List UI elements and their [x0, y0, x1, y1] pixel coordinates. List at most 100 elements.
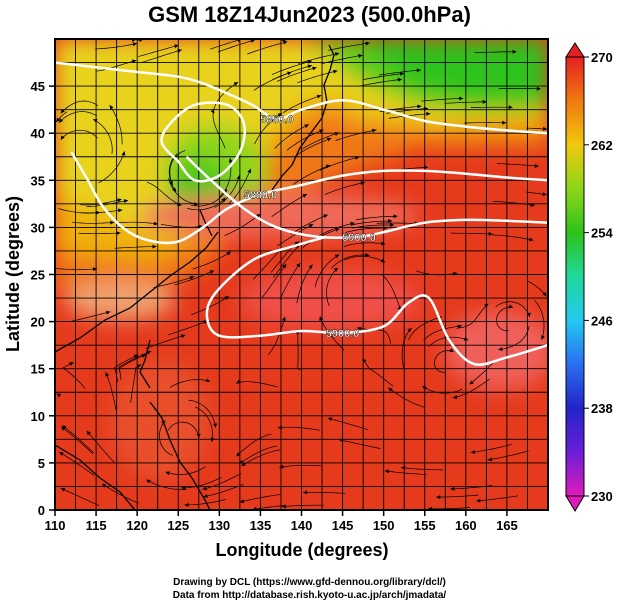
contour-line [55, 61, 548, 135]
y-tick-label: 15 [31, 362, 45, 377]
streamline-arrow [58, 118, 64, 123]
streamline [344, 255, 386, 263]
streamline [146, 479, 187, 490]
streamline [352, 224, 394, 229]
streamline [114, 246, 157, 249]
y-axis: 0 5 10 15 20 25 30 35 40 45 [31, 79, 55, 518]
streamline [339, 439, 381, 449]
streamline [271, 193, 308, 217]
streamline [421, 97, 464, 102]
streamline [101, 483, 140, 504]
y-tick-label: 0 [38, 503, 45, 518]
streamline-arrow [312, 66, 317, 71]
streamline-arrow [333, 267, 339, 272]
streamline [168, 320, 209, 336]
streamline-arrow [184, 502, 189, 507]
streamline-arrow [279, 464, 284, 469]
contour-line-low [160, 101, 247, 183]
streamline [277, 426, 320, 431]
streamline [297, 70, 338, 84]
streamline [78, 232, 121, 235]
streamline [401, 327, 412, 368]
coastline-korea [199, 209, 213, 237]
streamline [202, 473, 242, 490]
streamline-arrow [180, 334, 186, 339]
streamline-arrow [416, 68, 421, 73]
y-tick-label: 30 [31, 220, 45, 235]
streamline [319, 156, 360, 171]
streamline [450, 232, 493, 235]
streamline-arrow [470, 450, 475, 454]
x-tick-label: 160 [455, 518, 477, 533]
streamline-arrow [189, 275, 195, 280]
streamline-arrow [110, 220, 115, 225]
contour-line [70, 151, 548, 245]
streamline [236, 381, 278, 388]
streamline [296, 264, 313, 304]
streamline [293, 137, 332, 158]
streamline [279, 464, 322, 468]
streamline-arrow [542, 192, 547, 197]
contour-label: 5880.0 [244, 189, 278, 201]
streamline-arrow [304, 124, 309, 129]
coastline-taiwan [139, 339, 151, 389]
streamline-arrow [172, 187, 177, 192]
streamline-arrow [307, 64, 312, 69]
y-tick-label: 20 [31, 315, 45, 330]
streamline [362, 358, 394, 387]
streamline-arrow [316, 94, 322, 99]
streamline [169, 150, 186, 186]
streamline [423, 325, 462, 341]
x-axis-label: Longitude (degrees) [215, 540, 388, 560]
streamline [379, 69, 421, 76]
streamline-arrow [61, 426, 66, 431]
streamline-arrow [384, 469, 390, 474]
streamline-arrow [60, 488, 66, 492]
streamline-arrow [209, 270, 215, 275]
streamline [343, 242, 386, 248]
streamline [350, 220, 393, 226]
streamline-arrow [109, 104, 114, 110]
streamline [188, 399, 216, 428]
credit-data: Data from http://database.rish.kyoto-u.a… [172, 590, 447, 601]
streamline [474, 51, 517, 53]
streamline [261, 263, 287, 299]
streamline-arrow [152, 244, 157, 249]
streamline [487, 450, 529, 461]
credit-drawing: Drawing by DCL (https://www.gfd-dennou.o… [173, 577, 446, 588]
streamline-arrow [541, 335, 545, 340]
colorbar-bar [565, 56, 585, 497]
y-tick-label: 25 [31, 268, 45, 283]
streamline-arrow [308, 224, 314, 228]
streamline-arrow [487, 457, 492, 462]
streamline-arrow [136, 364, 142, 369]
grid [55, 39, 548, 510]
streamline-arrow [333, 69, 338, 74]
streamline-arrow [165, 471, 170, 476]
credits: Drawing by DCL (https://www.gfd-dennou.o… [0, 576, 619, 602]
streamline [470, 443, 512, 453]
colorbar-ticks: 270 262 254 246 238 230 [584, 50, 613, 504]
streamline [224, 213, 261, 236]
streamline [191, 189, 228, 207]
streamline [168, 178, 199, 205]
streamline-arrow [132, 42, 137, 47]
colorbar-tick-label: 238 [591, 401, 613, 416]
streamline [276, 67, 317, 82]
chart-title: GSM 18Z14Jun2023 (500.0hPa) [148, 2, 471, 27]
streamline [300, 132, 340, 151]
streamline-arrow [105, 310, 111, 315]
streamline [267, 316, 286, 356]
streamline-arrow [203, 494, 208, 499]
streamline [345, 227, 388, 233]
streamline [456, 303, 489, 329]
coastline-philippines [149, 401, 211, 510]
streamline-arrow [449, 348, 454, 352]
streamline [273, 244, 301, 278]
streamline-arrow [393, 214, 398, 219]
streamline [496, 306, 514, 332]
colorbar-tick-label: 230 [591, 489, 613, 504]
y-tick-label: 5 [38, 456, 45, 471]
streamline-arrow [56, 393, 62, 398]
